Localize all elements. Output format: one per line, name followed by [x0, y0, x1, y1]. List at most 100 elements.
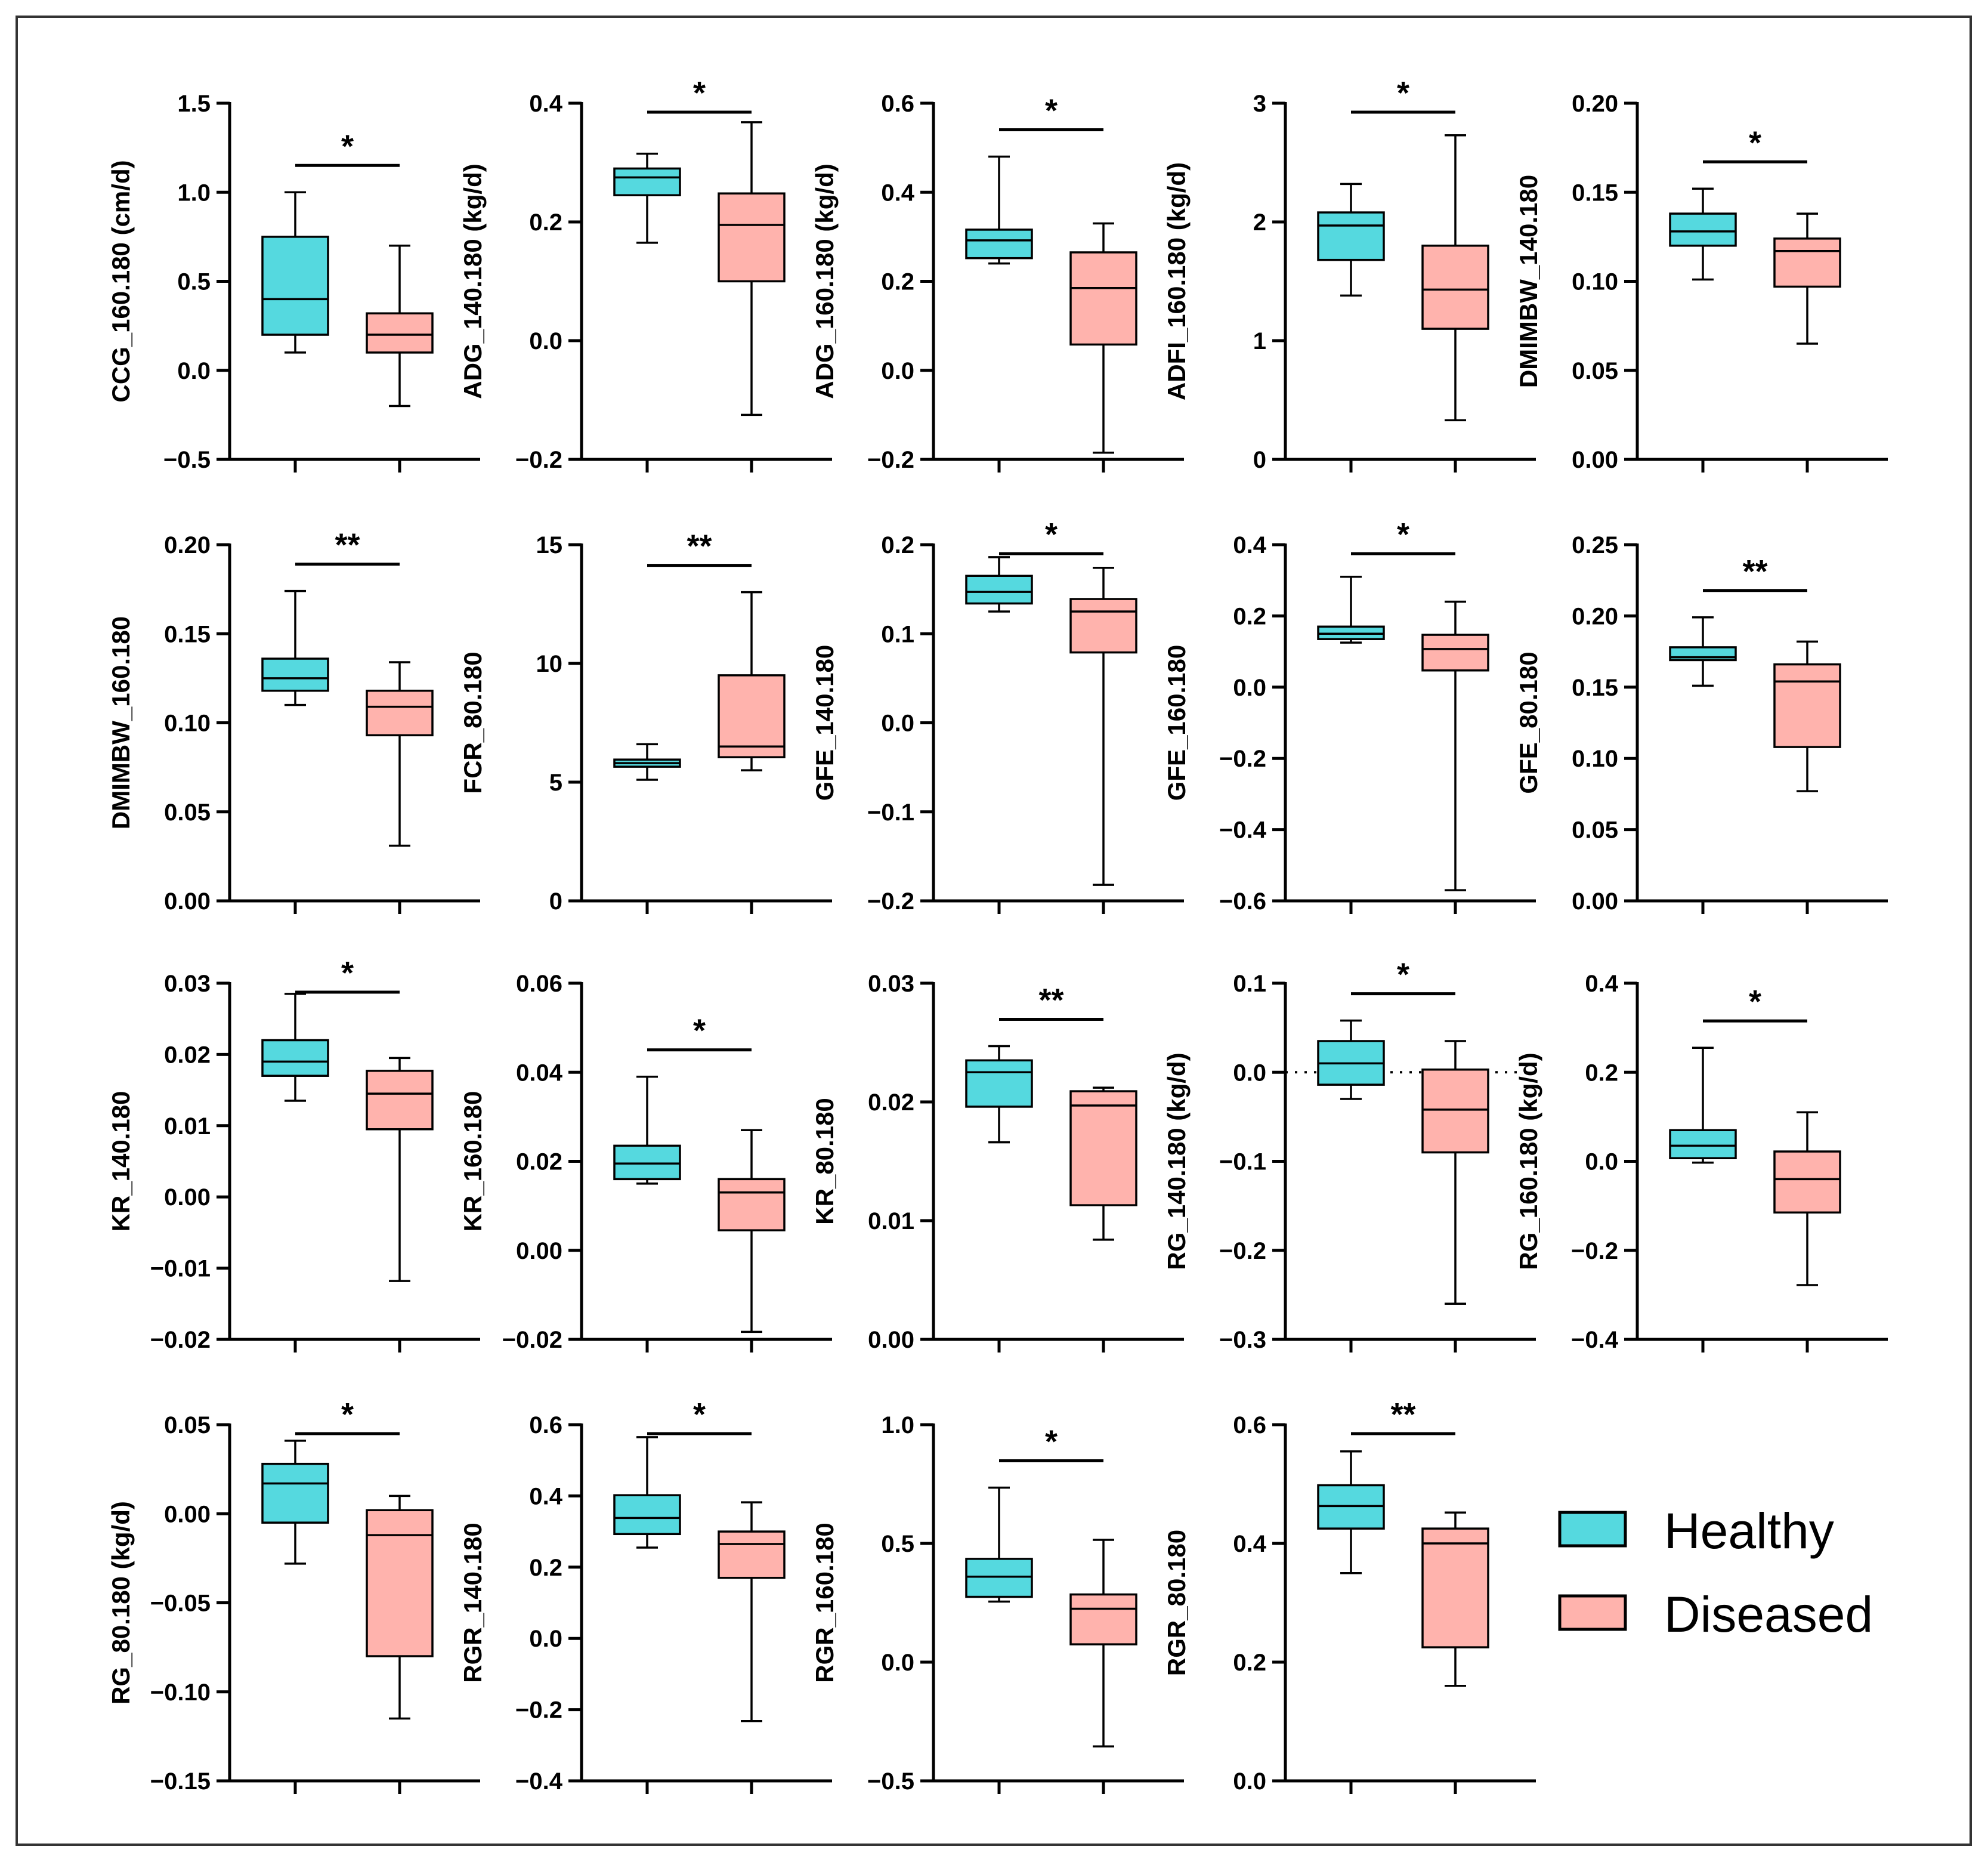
y-tick-label: 0.05: [1572, 358, 1618, 384]
y-tick-label: 1.5: [177, 91, 211, 117]
y-tick-label: 0.00: [164, 1501, 211, 1527]
y-tick-label: 0.02: [868, 1089, 914, 1116]
healthy-box: [1669, 187, 1737, 281]
y-tick-label: −0.15: [150, 1768, 211, 1795]
y-tick-label: 0.05: [164, 799, 211, 826]
iqr-box: [1069, 1593, 1137, 1645]
y-tick-label: 0.2: [1233, 603, 1266, 629]
iqr-box: [1669, 212, 1737, 247]
panel-3: 0.6 0.4 0.2 0.0 −0.2 ADG_160.180 (kg/d) *: [811, 91, 1184, 473]
y-tick-label: 0.0: [1233, 675, 1266, 701]
diseased-box: [1773, 212, 1841, 345]
healthy-box: [613, 1436, 681, 1549]
y-tick-label: −0.2: [1219, 746, 1266, 772]
panel-19: 0.6 0.4 0.2 0.0 RGR_80.180 **: [1162, 1397, 1536, 1795]
panel-6: 0.20 0.15 0.10 0.05 0.00 DMIMBW_160.180 **: [107, 527, 480, 915]
iqr-box: [965, 1558, 1033, 1598]
y-tick-label: 0.2: [529, 1555, 562, 1581]
y-tick-label: −0.10: [150, 1679, 211, 1706]
iqr-box: [1069, 251, 1137, 346]
diseased-box: [1421, 600, 1489, 891]
y-tick-label: 0.00: [164, 1184, 211, 1211]
y-tick-label: −0.3: [1219, 1327, 1266, 1353]
iqr-box: [366, 690, 434, 737]
y-tick-label: 10: [536, 651, 563, 677]
y-tick-label: 0.4: [881, 180, 914, 206]
panel-13: 0.03 0.02 0.01 0.00 KR_80.180 **: [811, 971, 1184, 1353]
healthy-box: [965, 556, 1033, 613]
diseased-box: [718, 1129, 786, 1333]
y-tick-label: 0.05: [164, 1412, 211, 1438]
panel-2: 0.4 0.2 0.0 −0.2 ADG_140.180 (kg/d) *: [459, 75, 832, 473]
panel-7: 15 10 5 0 FCR_80.180 **: [459, 529, 832, 915]
y-axis-title: DMIMBW_140.180: [1514, 175, 1542, 388]
significance-marker: *: [1397, 957, 1409, 993]
diseased-box: [366, 661, 434, 847]
panel-4: 3 2 1 0 ADFI_160.180 (kg/d) *: [1162, 75, 1536, 473]
significance-marker: *: [1749, 125, 1761, 160]
y-tick-label: 0.0: [881, 358, 914, 384]
y-tick-label: 0.0: [1233, 1060, 1266, 1086]
y-tick-label: 0.01: [868, 1208, 914, 1234]
significance-marker: *: [1397, 517, 1409, 552]
y-tick-label: −0.05: [150, 1591, 211, 1617]
y-tick-label: 0.0: [1233, 1768, 1266, 1795]
y-tick-label: 0.15: [164, 621, 211, 647]
y-tick-label: −0.2: [515, 1697, 562, 1724]
panel-5: 0.20 0.15 0.10 0.05 0.00 DMIMBW_140.180 *: [1514, 91, 1888, 473]
iqr-box: [965, 1059, 1033, 1108]
y-tick-label: 3: [1253, 91, 1266, 117]
y-tick-label: 0.0: [1585, 1149, 1618, 1175]
significance-marker: **: [335, 527, 360, 563]
healthy-box: [261, 589, 329, 706]
y-tick-label: −0.2: [1571, 1238, 1618, 1264]
significance-marker: *: [341, 128, 354, 164]
y-tick-label: −0.2: [515, 447, 562, 473]
panel-8: 0.2 0.1 0.0 −0.1 −0.2 GFE_140.180 *: [811, 517, 1184, 915]
iqr-box: [718, 1178, 786, 1231]
y-tick-label: 0.6: [1233, 1412, 1266, 1438]
diseased-box: [1069, 222, 1137, 454]
iqr-box: [366, 312, 434, 354]
healthy-box: [965, 1045, 1033, 1144]
y-tick-label: 0.6: [881, 91, 914, 117]
y-axis-title: RG_80.180 (kg/d): [107, 1501, 135, 1704]
y-tick-label: 0.20: [164, 532, 211, 558]
iqr-box: [261, 1462, 329, 1524]
y-tick-label: 0.01: [164, 1113, 211, 1140]
significance-marker: *: [693, 1397, 706, 1432]
significance-marker: **: [1038, 982, 1063, 1018]
y-axis-title: KR_80.180: [811, 1098, 839, 1224]
y-tick-label: 5: [549, 770, 562, 796]
y-tick-label: −0.01: [150, 1256, 211, 1282]
y-tick-label: 0.4: [1233, 1531, 1266, 1557]
y-tick-label: 0.0: [529, 328, 562, 354]
y-tick-label: −0.2: [867, 447, 914, 473]
y-axis-title: RGR_80.180: [1162, 1530, 1191, 1676]
y-tick-label: 0.06: [516, 971, 562, 997]
diseased-box: [366, 1057, 434, 1282]
diseased-box: [366, 245, 434, 407]
y-tick-label: 0.15: [1572, 180, 1618, 206]
significance-marker: **: [1742, 554, 1767, 589]
iqr-box: [1421, 1069, 1489, 1154]
y-axis-title: ADFI_160.180 (kg/d): [1162, 162, 1191, 400]
iqr-box: [1421, 245, 1489, 330]
healthy-box: [261, 993, 329, 1102]
y-axis-title: GFE_140.180: [811, 645, 839, 801]
y-tick-label: 0.03: [164, 971, 211, 997]
diseased-box: [1773, 640, 1841, 792]
y-tick-label: 0.00: [1572, 447, 1618, 473]
healthy-box: [1669, 1046, 1737, 1164]
panel-12: 0.06 0.04 0.02 0.00 −0.02 KR_160.180 *: [459, 971, 832, 1353]
y-axis-title: CCG_160.180 (cm/d): [107, 160, 135, 402]
iqr-box: [1421, 634, 1489, 672]
healthy-box: [1317, 575, 1385, 644]
iqr-box: [965, 575, 1033, 605]
y-axis-title: RG_140.180 (kg/d): [1162, 1052, 1191, 1270]
y-tick-label: 0.2: [881, 269, 914, 295]
iqr-box: [718, 674, 786, 758]
panel-10: 0.25 0.20 0.15 0.10 0.05 0.00 GFE_80.180 **: [1514, 532, 1888, 915]
diseased-box: [718, 1501, 786, 1722]
y-tick-label: −0.4: [515, 1768, 563, 1795]
